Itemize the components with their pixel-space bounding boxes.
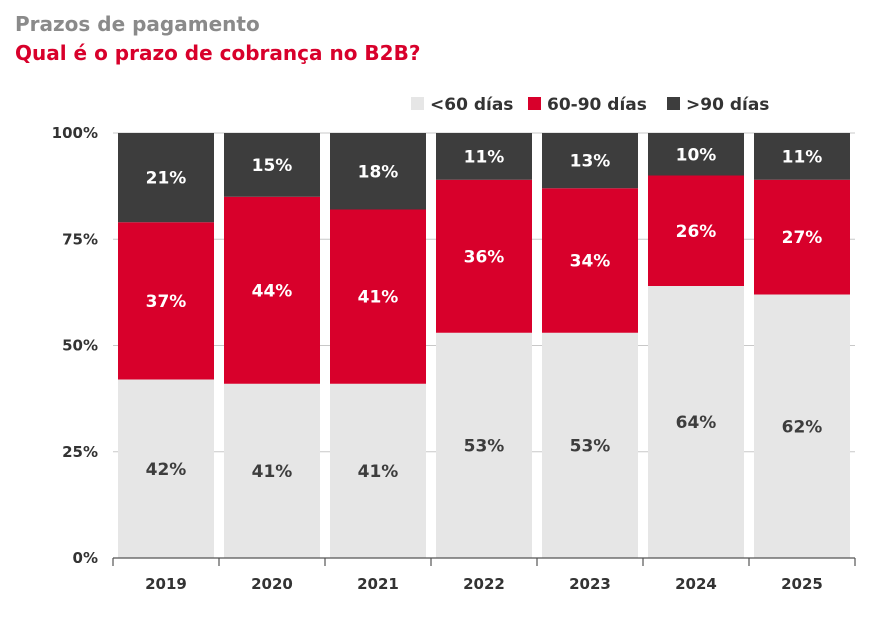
data-label: 26% — [676, 222, 717, 242]
bar-segment — [224, 133, 320, 197]
bar-segment — [754, 179, 850, 295]
bar-segment — [542, 133, 638, 189]
bar-segment — [436, 133, 532, 180]
data-label: 15% — [252, 156, 293, 176]
data-label: 41% — [252, 462, 293, 482]
x-tick-label: 2021 — [357, 575, 399, 593]
chart-header: Prazos de pagamento Qual é o prazo de co… — [15, 10, 420, 68]
legend-swatch — [667, 97, 680, 110]
legend-item: >90 días — [667, 95, 769, 115]
data-label: 21% — [146, 169, 187, 189]
legend-label: <60 días — [430, 95, 513, 115]
y-tick-label: 25% — [62, 443, 98, 461]
legend-swatch — [528, 97, 541, 110]
data-label: 53% — [570, 436, 611, 456]
bar-segment — [118, 379, 214, 558]
data-label: 62% — [782, 417, 823, 437]
legend-item: 60-90 días — [528, 95, 647, 115]
bar-segment — [330, 383, 426, 558]
legend-label: >90 días — [686, 95, 769, 115]
data-label: 18% — [358, 162, 399, 182]
bar-segment — [754, 294, 850, 558]
chart-title: Qual é o prazo de cobrança no B2B? — [15, 41, 421, 65]
data-label: 42% — [146, 460, 187, 480]
x-tick-label: 2019 — [145, 575, 187, 593]
data-label: 41% — [358, 462, 399, 482]
y-tick-label: 0% — [73, 549, 98, 567]
data-label: 44% — [252, 281, 293, 301]
data-label: 27% — [782, 228, 823, 248]
data-label: 10% — [676, 145, 717, 165]
bar-segment — [436, 332, 532, 558]
data-label: 11% — [464, 147, 505, 167]
bar-segment — [118, 222, 214, 380]
data-label: 64% — [676, 413, 717, 433]
data-label: 34% — [570, 252, 611, 272]
x-tick-label: 2024 — [675, 575, 717, 593]
x-tick-label: 2025 — [781, 575, 823, 593]
y-tick-label: 50% — [62, 337, 98, 355]
x-tick-label: 2020 — [251, 575, 293, 593]
bar-segment — [648, 133, 744, 176]
legend-item: <60 días — [411, 95, 513, 115]
data-label: 41% — [358, 288, 399, 308]
data-label: 53% — [464, 436, 505, 456]
bar-segment — [330, 209, 426, 384]
data-label: 13% — [570, 152, 611, 172]
legend: <60 días 60-90 días >90 días — [411, 95, 769, 115]
bar-segment — [330, 133, 426, 210]
bars: 42% 37% 21% 41% 44% 15% 41% 41% 18% 53% 36% 11% 53% 3… — [118, 133, 850, 558]
y-tick-label: 75% — [62, 230, 98, 248]
bar-segment — [648, 286, 744, 558]
bar-segment — [542, 332, 638, 558]
data-label: 11% — [782, 147, 823, 167]
chart-kicker: Prazos de pagamento — [15, 12, 260, 36]
bar-segment — [224, 383, 320, 558]
axes: 0% 25% 50% 75% 100% 2019 2020 2021 2022 2023 2024 2… — [52, 124, 856, 593]
y-tick-label: 100% — [52, 124, 98, 142]
data-label: 37% — [146, 292, 187, 312]
bar-segment — [542, 188, 638, 333]
x-tick-label: 2022 — [463, 575, 505, 593]
bar-segment — [224, 196, 320, 384]
x-tick-label: 2023 — [569, 575, 611, 593]
bar-segment — [118, 133, 214, 223]
data-label: 36% — [464, 247, 505, 267]
bar-segment — [754, 133, 850, 180]
legend-swatch — [411, 97, 424, 110]
bar-segment — [648, 175, 744, 286]
legend-label: 60-90 días — [547, 95, 647, 115]
bar-segment — [436, 179, 532, 333]
